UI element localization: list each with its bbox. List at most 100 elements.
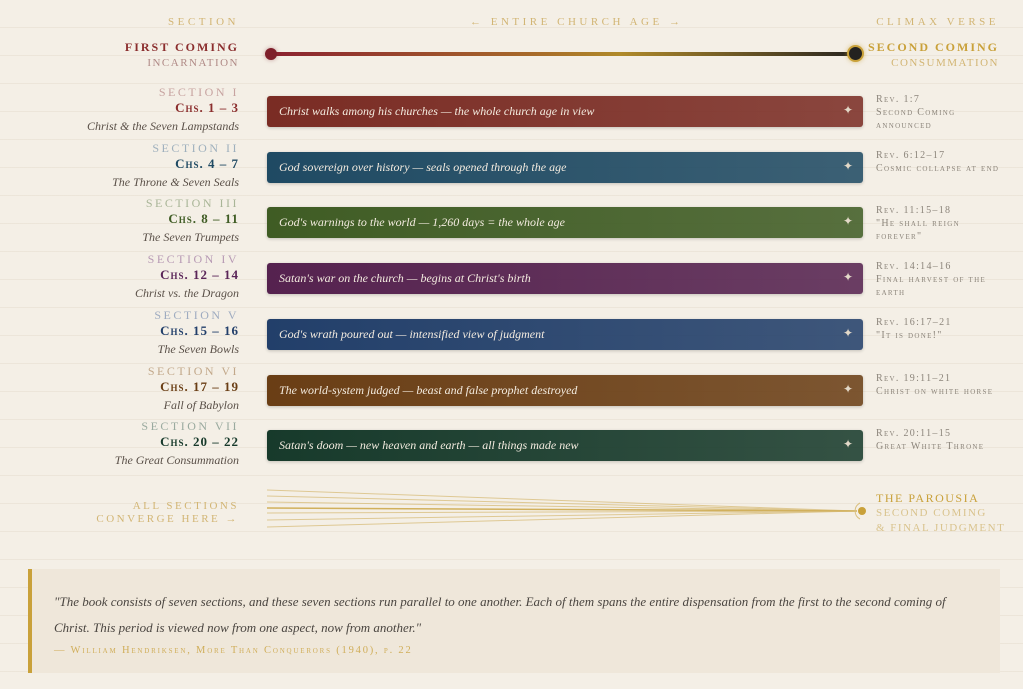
section-bar[interactable]: Satan's war on the church — begins at Ch…	[267, 263, 863, 295]
verse-climax: Great White Throne	[876, 441, 985, 453]
star-icon: ✦	[842, 381, 853, 396]
section-summary: God's wrath poured out — intensified vie…	[279, 326, 545, 341]
convergence-line	[267, 501, 858, 512]
section-chapters: Chs. 17 – 19	[160, 378, 239, 394]
section-bar[interactable]: The world-system judged — beast and fals…	[267, 374, 863, 406]
convergence-line	[267, 489, 858, 512]
second-coming-dot	[847, 45, 864, 62]
verse-climax: Final harvest of the earth	[876, 274, 987, 299]
climax-verse: Rev. 19:11–21 Christ on white horse	[876, 372, 1006, 398]
climax-verse: Rev. 16:17–21 "It is done!"	[876, 316, 1006, 342]
section-label: Section IV	[147, 252, 239, 267]
section-chapters: Chs. 1 – 3	[175, 100, 239, 115]
timeline-line	[272, 52, 852, 56]
section-label: Section VI	[147, 363, 239, 378]
verse-climax: Second Coming announced	[876, 107, 956, 131]
parousia-title: The Parousia	[876, 491, 980, 505]
section-title: Christ & the Seven Lampstands	[87, 119, 239, 133]
climax-verse: Rev. 1:7 Second Coming announced	[876, 93, 1006, 132]
quote-text: "The book consists of seven sections, an…	[54, 594, 946, 635]
verse-climax: Christ on white horse	[876, 385, 994, 397]
verse-ref: Rev. 14:14–16	[876, 261, 952, 273]
church-age-header: ← Entire Church Age →	[470, 16, 684, 28]
section-bar[interactable]: Christ walks among his churches — the wh…	[267, 96, 863, 127]
verse-ref: Rev. 1:7	[876, 94, 921, 105]
star-icon: ✦	[842, 270, 853, 285]
parousia-dot	[858, 507, 866, 515]
verse-ref: Rev. 16:17–21	[876, 316, 952, 328]
converge-line-1: All sections	[132, 500, 239, 512]
section-title: Christ vs. the Dragon	[134, 286, 239, 301]
section-bar[interactable]: God's warnings to the world — 1,260 days…	[267, 207, 863, 239]
first-coming-dot	[265, 48, 277, 60]
section-info: Section V Chs. 15 – 16 The Seven Bowls	[154, 307, 239, 357]
first-coming-label: First Coming Incarnation	[125, 40, 239, 69]
parousia-sub-1: Second Coming	[876, 507, 987, 519]
star-icon: ✦	[842, 158, 853, 173]
section-info: Section IV Chs. 12 – 14 Christ vs. the D…	[135, 251, 239, 301]
section-summary: God's warnings to the world — 1,260 days…	[279, 215, 565, 230]
quote-attribution: — William Hendriksen, More Than Conquero…	[54, 645, 413, 656]
parousia-arc	[854, 502, 861, 520]
converge-note: All sections converge here →	[96, 500, 239, 526]
convergence-lines	[267, 489, 866, 528]
section-label: Section V	[154, 307, 239, 322]
star-icon: ✦	[842, 437, 853, 452]
star-icon: ✦	[842, 103, 853, 117]
section-info: Section VII Chs. 20 – 22 The Great Consu…	[115, 418, 239, 468]
star-icon: ✦	[842, 214, 853, 229]
verse-ref: Rev. 20:11–15	[876, 428, 952, 440]
convergence-line	[267, 510, 858, 528]
section-label: Section II	[152, 140, 239, 155]
first-coming-sub: Incarnation	[147, 57, 239, 69]
section-chapters: Chs. 20 – 22	[160, 434, 239, 450]
section-info: Section VI Chs. 17 – 19 Fall of Babylon	[148, 363, 239, 413]
convergence-line	[267, 510, 858, 514]
convergence-line	[267, 495, 858, 512]
verse-ref: Rev. 6:12–17	[876, 149, 946, 161]
section-title: The Seven Bowls	[157, 341, 239, 356]
second-coming-title: Second Coming	[867, 40, 999, 54]
section-summary: Satan's doom — new heaven and earth — al…	[279, 438, 579, 453]
section-title: The Seven Trumpets	[142, 230, 239, 245]
section-bar[interactable]: Satan's doom — new heaven and earth — al…	[267, 430, 863, 462]
section-summary: Satan's war on the church — begins at Ch…	[279, 271, 531, 286]
convergence-line	[267, 507, 858, 512]
second-coming-label: Second Coming Consummation	[868, 40, 999, 69]
parousia-sub-2: & Final Judgment	[876, 522, 1006, 534]
verse-climax: Cosmic collapse at end	[876, 162, 1000, 174]
section-summary: The world-system judged — beast and fals…	[279, 382, 578, 397]
section-column-header: Section	[168, 16, 239, 28]
parousia-label: The Parousia Second Coming & Final Judgm…	[876, 491, 1005, 536]
converge-line-2: converge here →	[96, 513, 239, 525]
section-summary: Christ walks among his churches — the wh…	[279, 104, 595, 118]
section-label: Section I	[158, 85, 239, 99]
verse-climax: "He shall reign forever"	[876, 218, 961, 243]
section-summary: God sovereign over history — seals opene…	[279, 159, 567, 174]
climax-verse: Rev. 11:15–18 "He shall reign forever"	[876, 204, 1006, 243]
first-coming-title: First Coming	[124, 40, 239, 54]
section-chapters: Chs. 12 – 14	[160, 267, 239, 283]
section-info: Section III Chs. 8 – 11 The Seven Trumpe…	[142, 195, 239, 245]
section-bar[interactable]: God sovereign over history — seals opene…	[267, 151, 863, 183]
section-info: Section II Chs. 4 – 7 The Throne & Seven…	[112, 140, 239, 190]
section-title: The Great Consummation	[114, 453, 239, 468]
section-chapters: Chs. 15 – 16	[160, 322, 239, 338]
section-title: The Throne & Seven Seals	[112, 174, 239, 189]
section-label: Section VII	[141, 419, 239, 434]
section-label: Section III	[145, 196, 239, 211]
climax-verse-header: Climax Verse	[876, 16, 999, 28]
section-chapters: Chs. 8 – 11	[168, 211, 239, 227]
climax-verse: Rev. 6:12–17 Cosmic collapse at end	[876, 149, 1006, 175]
section-info: Section I Chs. 1 – 3 Christ & the Seven …	[87, 84, 239, 134]
star-icon: ✦	[842, 325, 853, 340]
climax-verse: Rev. 14:14–16 Final harvest of the earth	[876, 260, 1006, 299]
section-chapters: Chs. 4 – 7	[175, 155, 239, 171]
verse-ref: Rev. 11:15–18	[876, 205, 952, 217]
second-coming-sub: Consummation	[891, 57, 999, 69]
verse-climax: "It is done!"	[876, 329, 943, 341]
convergence-line	[267, 510, 858, 521]
hendriksen-quote: "The book consists of seven sections, an…	[28, 569, 1000, 673]
section-bar[interactable]: God's wrath poured out — intensified vie…	[267, 318, 863, 350]
verse-ref: Rev. 19:11–21	[876, 372, 952, 384]
